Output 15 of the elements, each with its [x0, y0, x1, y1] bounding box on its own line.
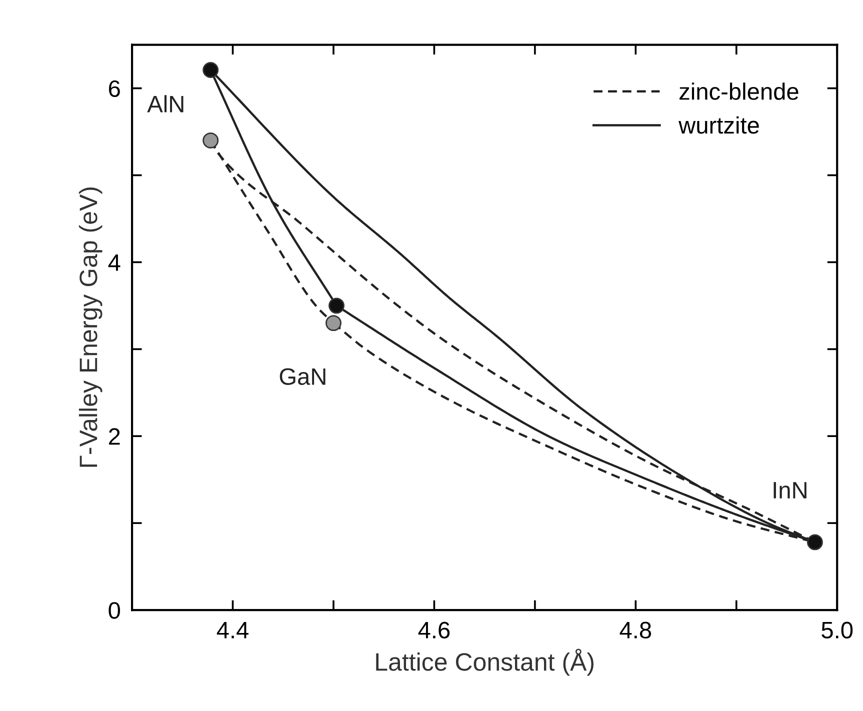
x-tick-label: 4.8	[620, 622, 652, 638]
y-tick-label: 6	[108, 80, 120, 98]
x-tick-label: 4.6	[418, 622, 450, 638]
x-tick-label: 4.4	[216, 622, 248, 638]
annotation: AlN	[147, 95, 184, 112]
annotation: InN	[774, 482, 806, 498]
y-axis-title: Γ-Valley Energy Gap (eV)	[78, 188, 102, 467]
y-tick-label: 0	[108, 602, 120, 619]
x-tick-label: 5.0	[822, 622, 853, 638]
y-tick-label: 4	[108, 254, 120, 271]
y-tick-label: 2	[108, 428, 120, 445]
annotation: GaN	[280, 368, 326, 385]
legend-label: zinc-blende	[680, 82, 798, 100]
legend-label: wurtzite	[678, 116, 759, 134]
x-axis-title: Lattice Constant (Å)	[376, 648, 594, 676]
